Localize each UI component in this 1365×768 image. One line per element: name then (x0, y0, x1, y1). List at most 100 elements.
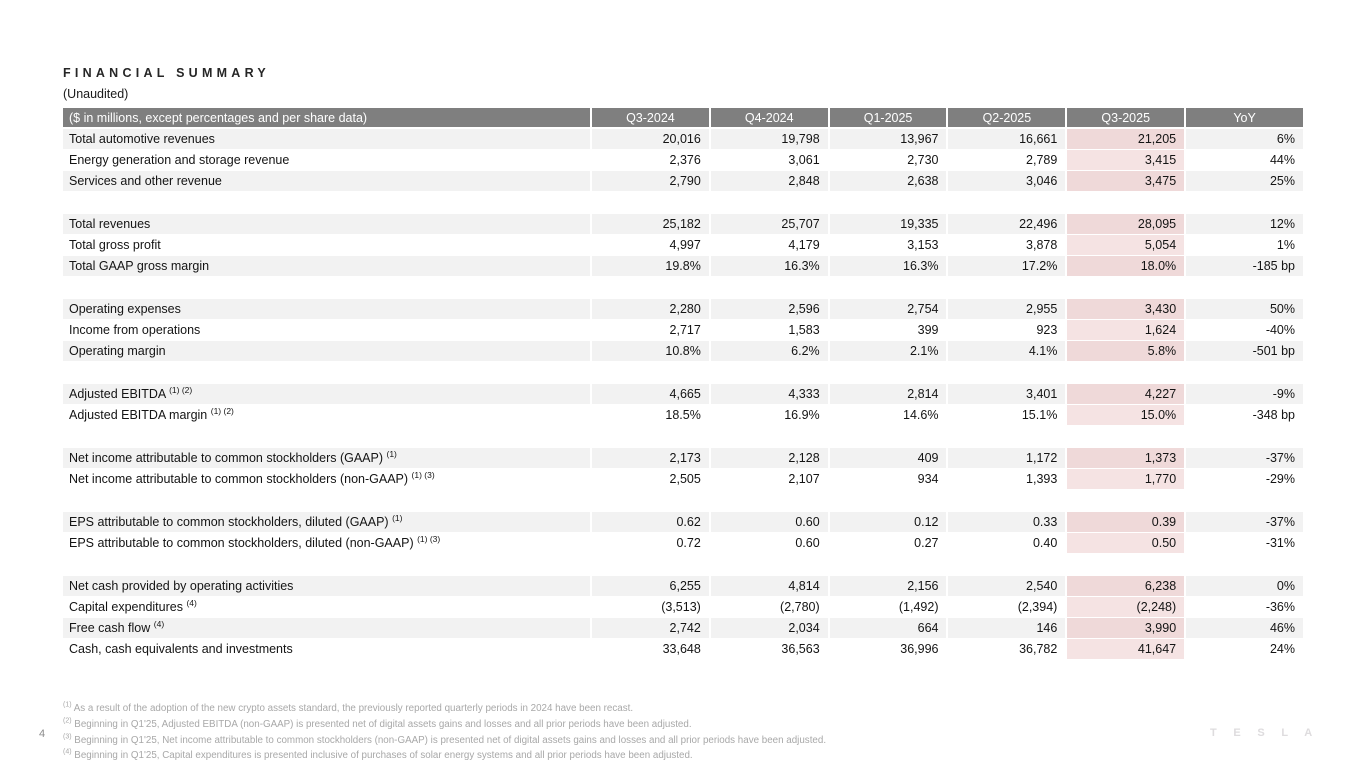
cell-yoy: -37% (1184, 512, 1303, 533)
spacer-cell (63, 362, 1303, 384)
cell-q4-2024: 0.60 (708, 512, 828, 533)
table-corner-label: ($ in millions, except percentages and p… (63, 108, 590, 129)
cell-q2-2025: 1,393 (946, 469, 1066, 490)
row-label: Total revenues (63, 214, 590, 235)
cell-q4-2024: 36,563 (708, 639, 828, 660)
table-row: Net cash provided by operating activitie… (63, 576, 1303, 597)
row-label: Net income attributable to common stockh… (63, 469, 590, 490)
cell-yoy: -185 bp (1184, 256, 1303, 277)
cell-q2-2025: 2,540 (946, 576, 1066, 597)
cell-q3-2025: 1,373 (1065, 448, 1185, 469)
cell-q3-2024: 2,376 (590, 150, 709, 171)
row-label: Total GAAP gross margin (63, 256, 590, 277)
cell-q3-2025: 3,990 (1065, 618, 1185, 639)
cell-q1-2025: 36,996 (827, 639, 947, 660)
cell-q3-2025: 18.0% (1065, 256, 1185, 277)
table-row: Operating margin 10.8% 6.2% 2.1% 4.1% 5.8% -50… (63, 341, 1303, 362)
table-row: Operating expenses 2,280 2,596 2,754 2,955 3,… (63, 299, 1303, 320)
cell-yoy: 24% (1184, 639, 1303, 660)
cell-q2-2025: 16,661 (946, 129, 1066, 150)
cell-q3-2025: 3,430 (1065, 299, 1185, 320)
cell-yoy: -36% (1184, 597, 1303, 618)
cell-q3-2025: 28,095 (1065, 214, 1185, 235)
cell-q1-2025: 2,156 (827, 576, 947, 597)
table-row: Free cash flow (4) 2,742 2,034 664 146 3,990 4… (63, 618, 1303, 639)
cell-yoy: 44% (1184, 150, 1303, 171)
footnote-reference: (1) (2) (210, 405, 234, 416)
cell-q4-2024: 4,333 (708, 384, 828, 405)
cell-q3-2024: 0.62 (590, 512, 709, 533)
cell-q3-2025: 1,624 (1065, 320, 1185, 341)
footnote-line: (2) Beginning in Q1'25, Adjusted EBITDA … (63, 717, 692, 730)
column-header-q2-2025: Q2-2025 (946, 108, 1066, 129)
footnote-reference: (4) (153, 618, 165, 629)
cell-q4-2024: 6.2% (708, 341, 828, 362)
table-row: EPS attributable to common stockholders,… (63, 533, 1303, 554)
cell-q4-2024: 2,034 (708, 618, 828, 639)
footnote-line: (4) Beginning in Q1'25, Capital expendit… (63, 749, 693, 762)
page-title: FINANCIAL SUMMARY (63, 66, 270, 80)
row-label: Adjusted EBITDA (1) (2) (63, 384, 590, 405)
cell-q1-2025: 0.12 (827, 512, 947, 533)
row-label: Total automotive revenues (63, 129, 590, 150)
footnote-reference: (1) (392, 512, 403, 523)
cell-q3-2024: 2,742 (590, 618, 709, 639)
cell-q3-2025: 1,770 (1065, 469, 1185, 490)
column-header-q1-2025: Q1-2025 (827, 108, 947, 129)
cell-q2-2025: 36,782 (946, 639, 1066, 660)
cell-q2-2025: 3,046 (946, 171, 1066, 192)
cell-q1-2025: 2,814 (827, 384, 947, 405)
table-row: Net income attributable to common stockh… (63, 469, 1303, 490)
cell-yoy: 0% (1184, 576, 1303, 597)
row-label: Adjusted EBITDA margin (1) (2) (63, 405, 590, 426)
row-label: EPS attributable to common stockholders,… (63, 533, 590, 554)
cell-q3-2024: 4,665 (590, 384, 709, 405)
cell-q2-2025: 4.1% (946, 341, 1066, 362)
financial-summary-table-wrap: ($ in millions, except percentages and p… (63, 108, 1303, 660)
cell-q2-2025: 2,955 (946, 299, 1066, 320)
cell-q3-2025: 3,415 (1065, 150, 1185, 171)
cell-q3-2025: 21,205 (1065, 129, 1185, 150)
cell-yoy: -29% (1184, 469, 1303, 490)
table-row: Adjusted EBITDA (1) (2) 4,665 4,333 2,814 3,… (63, 384, 1303, 405)
cell-q3-2025: 5,054 (1065, 235, 1185, 256)
footnote-marker: (3) (63, 733, 72, 741)
cell-q2-2025: 3,401 (946, 384, 1066, 405)
cell-q3-2024: 2,173 (590, 448, 709, 469)
tesla-logo: T E S L A (1209, 727, 1319, 739)
footnote-reference: (1) (386, 448, 397, 459)
page-subtitle: (Unaudited) (63, 87, 129, 101)
cell-q3-2025: 6,238 (1065, 576, 1185, 597)
cell-q3-2024: 10.8% (590, 341, 709, 362)
cell-q4-2024: 16.9% (708, 405, 828, 426)
spacer-row (63, 490, 1303, 512)
cell-yoy: 25% (1184, 171, 1303, 192)
cell-yoy: -348 bp (1184, 405, 1303, 426)
cell-q2-2025: 15.1% (946, 405, 1066, 426)
cell-q3-2024: 25,182 (590, 214, 709, 235)
row-label: Operating expenses (63, 299, 590, 320)
spacer-row (63, 277, 1303, 299)
table-row: Adjusted EBITDA margin (1) (2) 18.5% 16.9%… (63, 405, 1303, 426)
row-label: Operating margin (63, 341, 590, 362)
cell-q4-2024: 2,596 (708, 299, 828, 320)
cell-yoy: 6% (1184, 129, 1303, 150)
cell-q1-2025: 934 (827, 469, 947, 490)
cell-q1-2025: 13,967 (827, 129, 947, 150)
footnote-reference: (1) (3) (417, 533, 441, 544)
cell-q1-2025: 19,335 (827, 214, 947, 235)
cell-q2-2025: 17.2% (946, 256, 1066, 277)
cell-q4-2024: 2,128 (708, 448, 828, 469)
cell-q2-2025: 3,878 (946, 235, 1066, 256)
footnote-reference: (1) (2) (169, 384, 193, 395)
cell-q1-2025: 409 (827, 448, 947, 469)
column-header-q3-2024: Q3-2024 (590, 108, 709, 129)
cell-q4-2024: 16.3% (708, 256, 828, 277)
cell-q3-2024: 18.5% (590, 405, 709, 426)
cell-q4-2024: (2,780) (708, 597, 828, 618)
cell-q1-2025: 2,730 (827, 150, 947, 171)
footnote-marker: (2) (63, 717, 72, 725)
financial-summary-table: ($ in millions, except percentages and p… (63, 108, 1303, 660)
footnote-marker: (4) (63, 749, 72, 757)
cell-q4-2024: 4,814 (708, 576, 828, 597)
